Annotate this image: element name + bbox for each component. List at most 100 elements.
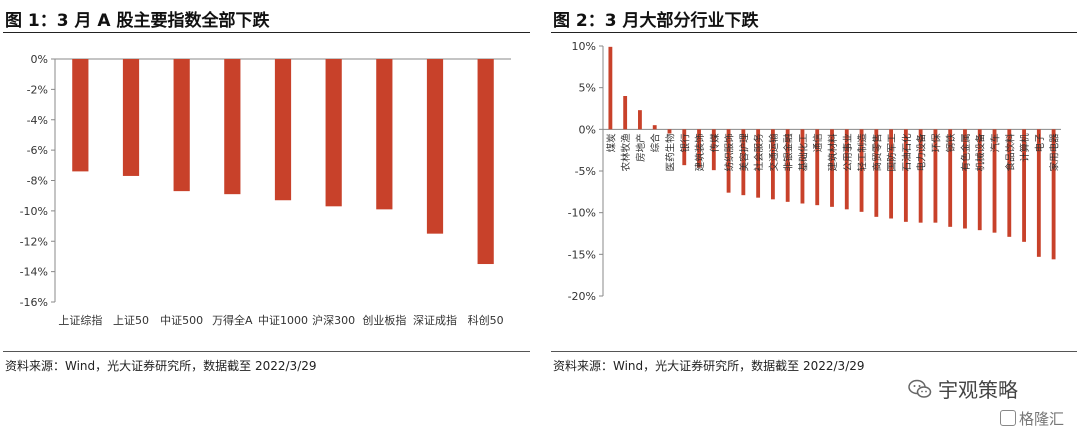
y-tick-label: 0%: [31, 53, 48, 66]
watermark-brand: 宇观策略: [908, 374, 1018, 403]
x-category-label: 传媒: [709, 133, 721, 153]
x-category-label: 创业板指: [362, 313, 406, 327]
y-tick-label: -10%: [568, 207, 596, 220]
bar: [756, 129, 761, 198]
right-source-note: 资料来源：Wind，光大证券研究所，数据截至 2022/3/29: [553, 359, 865, 373]
x-category-label: 轻工制造: [857, 133, 869, 172]
x-category-label: 基础化工: [797, 133, 809, 172]
left-source-note: 资料来源：Wind，光大证券研究所，数据截至 2022/3/29: [5, 359, 317, 373]
x-category-label: 医药生物: [664, 133, 676, 172]
x-category-label: 深证成指: [413, 313, 457, 327]
y-tick-label: 10%: [572, 40, 596, 53]
bar: [815, 129, 820, 206]
y-tick-label: -6%: [27, 144, 48, 157]
bar: [477, 59, 494, 265]
y-tick-label: -16%: [20, 296, 48, 309]
y-tick-label: -2%: [27, 83, 48, 96]
x-category-label: 上证综指: [58, 313, 102, 327]
x-category-label: 商贸零售: [871, 133, 883, 171]
right-bar-chart: 10%5%0%-5%-10%-15%-20%煤炭 农林牧渔 房地产 综合 医药生物 银行建…: [568, 40, 1061, 303]
left-source-rule: [3, 351, 530, 352]
x-category-label: 银行: [679, 133, 691, 153]
bar: [608, 46, 613, 130]
bar: [426, 59, 444, 234]
bar: [173, 59, 190, 192]
bar: [903, 129, 908, 222]
x-category-label: 汽车: [990, 133, 1002, 152]
y-tick-label: -8%: [27, 175, 48, 188]
bar: [1022, 129, 1026, 242]
x-category-label: 美容护理: [738, 133, 750, 172]
bar: [933, 129, 938, 223]
watermark-brand-text: 宇观策略: [938, 378, 1018, 402]
y-tick-label: -15%: [568, 248, 596, 261]
left-title-rule: [3, 32, 530, 33]
bar: [726, 129, 731, 193]
bar: [741, 129, 746, 196]
x-category-label: 中证500: [160, 314, 203, 327]
x-category-label: 房地产: [635, 133, 647, 162]
bar: [325, 59, 342, 207]
bar: [874, 129, 879, 217]
bar: [1007, 129, 1012, 237]
y-tick-label: -4%: [27, 114, 48, 127]
bar: [667, 129, 672, 134]
x-category-label: 纺织服饰: [724, 133, 736, 171]
x-category-label: 通信: [812, 133, 824, 152]
bar: [963, 129, 967, 229]
y-tick-label: -5%: [575, 165, 596, 178]
x-category-label: 社会服务: [753, 133, 765, 172]
x-category-label: 钢铁: [945, 133, 957, 153]
x-category-label: 上证50: [113, 314, 149, 327]
bar: [770, 129, 775, 200]
bar: [697, 129, 701, 168]
x-category-label: 煤炭: [605, 133, 617, 153]
bar: [224, 59, 241, 195]
bar: [977, 129, 982, 231]
right-title-rule: [551, 32, 1077, 33]
y-tick-label: -20%: [568, 290, 596, 303]
y-tick-label: 5%: [579, 82, 596, 95]
x-category-label: 电力设备: [916, 133, 928, 172]
x-category-label: 中证1000: [258, 314, 308, 327]
right-chart-title: 图 2：3 月大部分行业下跌: [553, 11, 759, 31]
y-tick-label: -10%: [20, 205, 48, 218]
wechat-icon: [908, 379, 932, 398]
y-tick-label: -14%: [20, 266, 48, 279]
x-category-label: 交通运输: [768, 133, 780, 172]
x-category-label: 沪深300: [312, 313, 355, 327]
left-chart-title: 图 1：3 月 A 股主要指数全部下跌: [5, 11, 270, 31]
x-category-label: 石油石化: [901, 133, 913, 172]
x-category-label: 有色金属: [960, 133, 972, 171]
x-category-label: 非银金融: [783, 133, 795, 172]
bar: [72, 59, 89, 172]
x-category-label: 家用电器: [1049, 133, 1061, 172]
bar: [376, 59, 393, 210]
x-category-label: 综合: [650, 133, 662, 153]
bar: [274, 59, 292, 201]
bar: [1036, 129, 1041, 257]
bar: [859, 129, 864, 212]
bar: [918, 129, 923, 223]
x-category-label: 建筑装饰: [694, 133, 706, 171]
x-category-label: 建筑材料: [827, 133, 839, 172]
site-logo-icon: [1000, 410, 1016, 426]
watermark-site-text: 格隆汇: [1019, 410, 1065, 428]
x-category-label: 科创50: [468, 313, 504, 327]
x-category-label: 计算机: [1019, 133, 1031, 162]
bar: [830, 129, 834, 207]
bar: [1051, 129, 1056, 260]
x-category-label: 电子: [1034, 133, 1046, 153]
bar: [682, 129, 687, 166]
bar: [992, 129, 997, 233]
x-category-label: 国防军工: [886, 133, 898, 172]
x-category-label: 万得全A: [212, 313, 253, 327]
x-category-label: 公用事业: [842, 133, 854, 171]
bar: [785, 129, 790, 202]
x-category-label: 机械设备: [975, 133, 987, 172]
bar: [800, 129, 805, 204]
bar: [844, 129, 849, 210]
x-category-label: 环保: [930, 133, 942, 153]
left-bar-chart: 0% -2% -4% -6% -8% -10% -12% -14% -16% 上证综指 上证50 中证…: [20, 53, 511, 327]
watermark-site: 格隆汇: [1000, 408, 1064, 429]
